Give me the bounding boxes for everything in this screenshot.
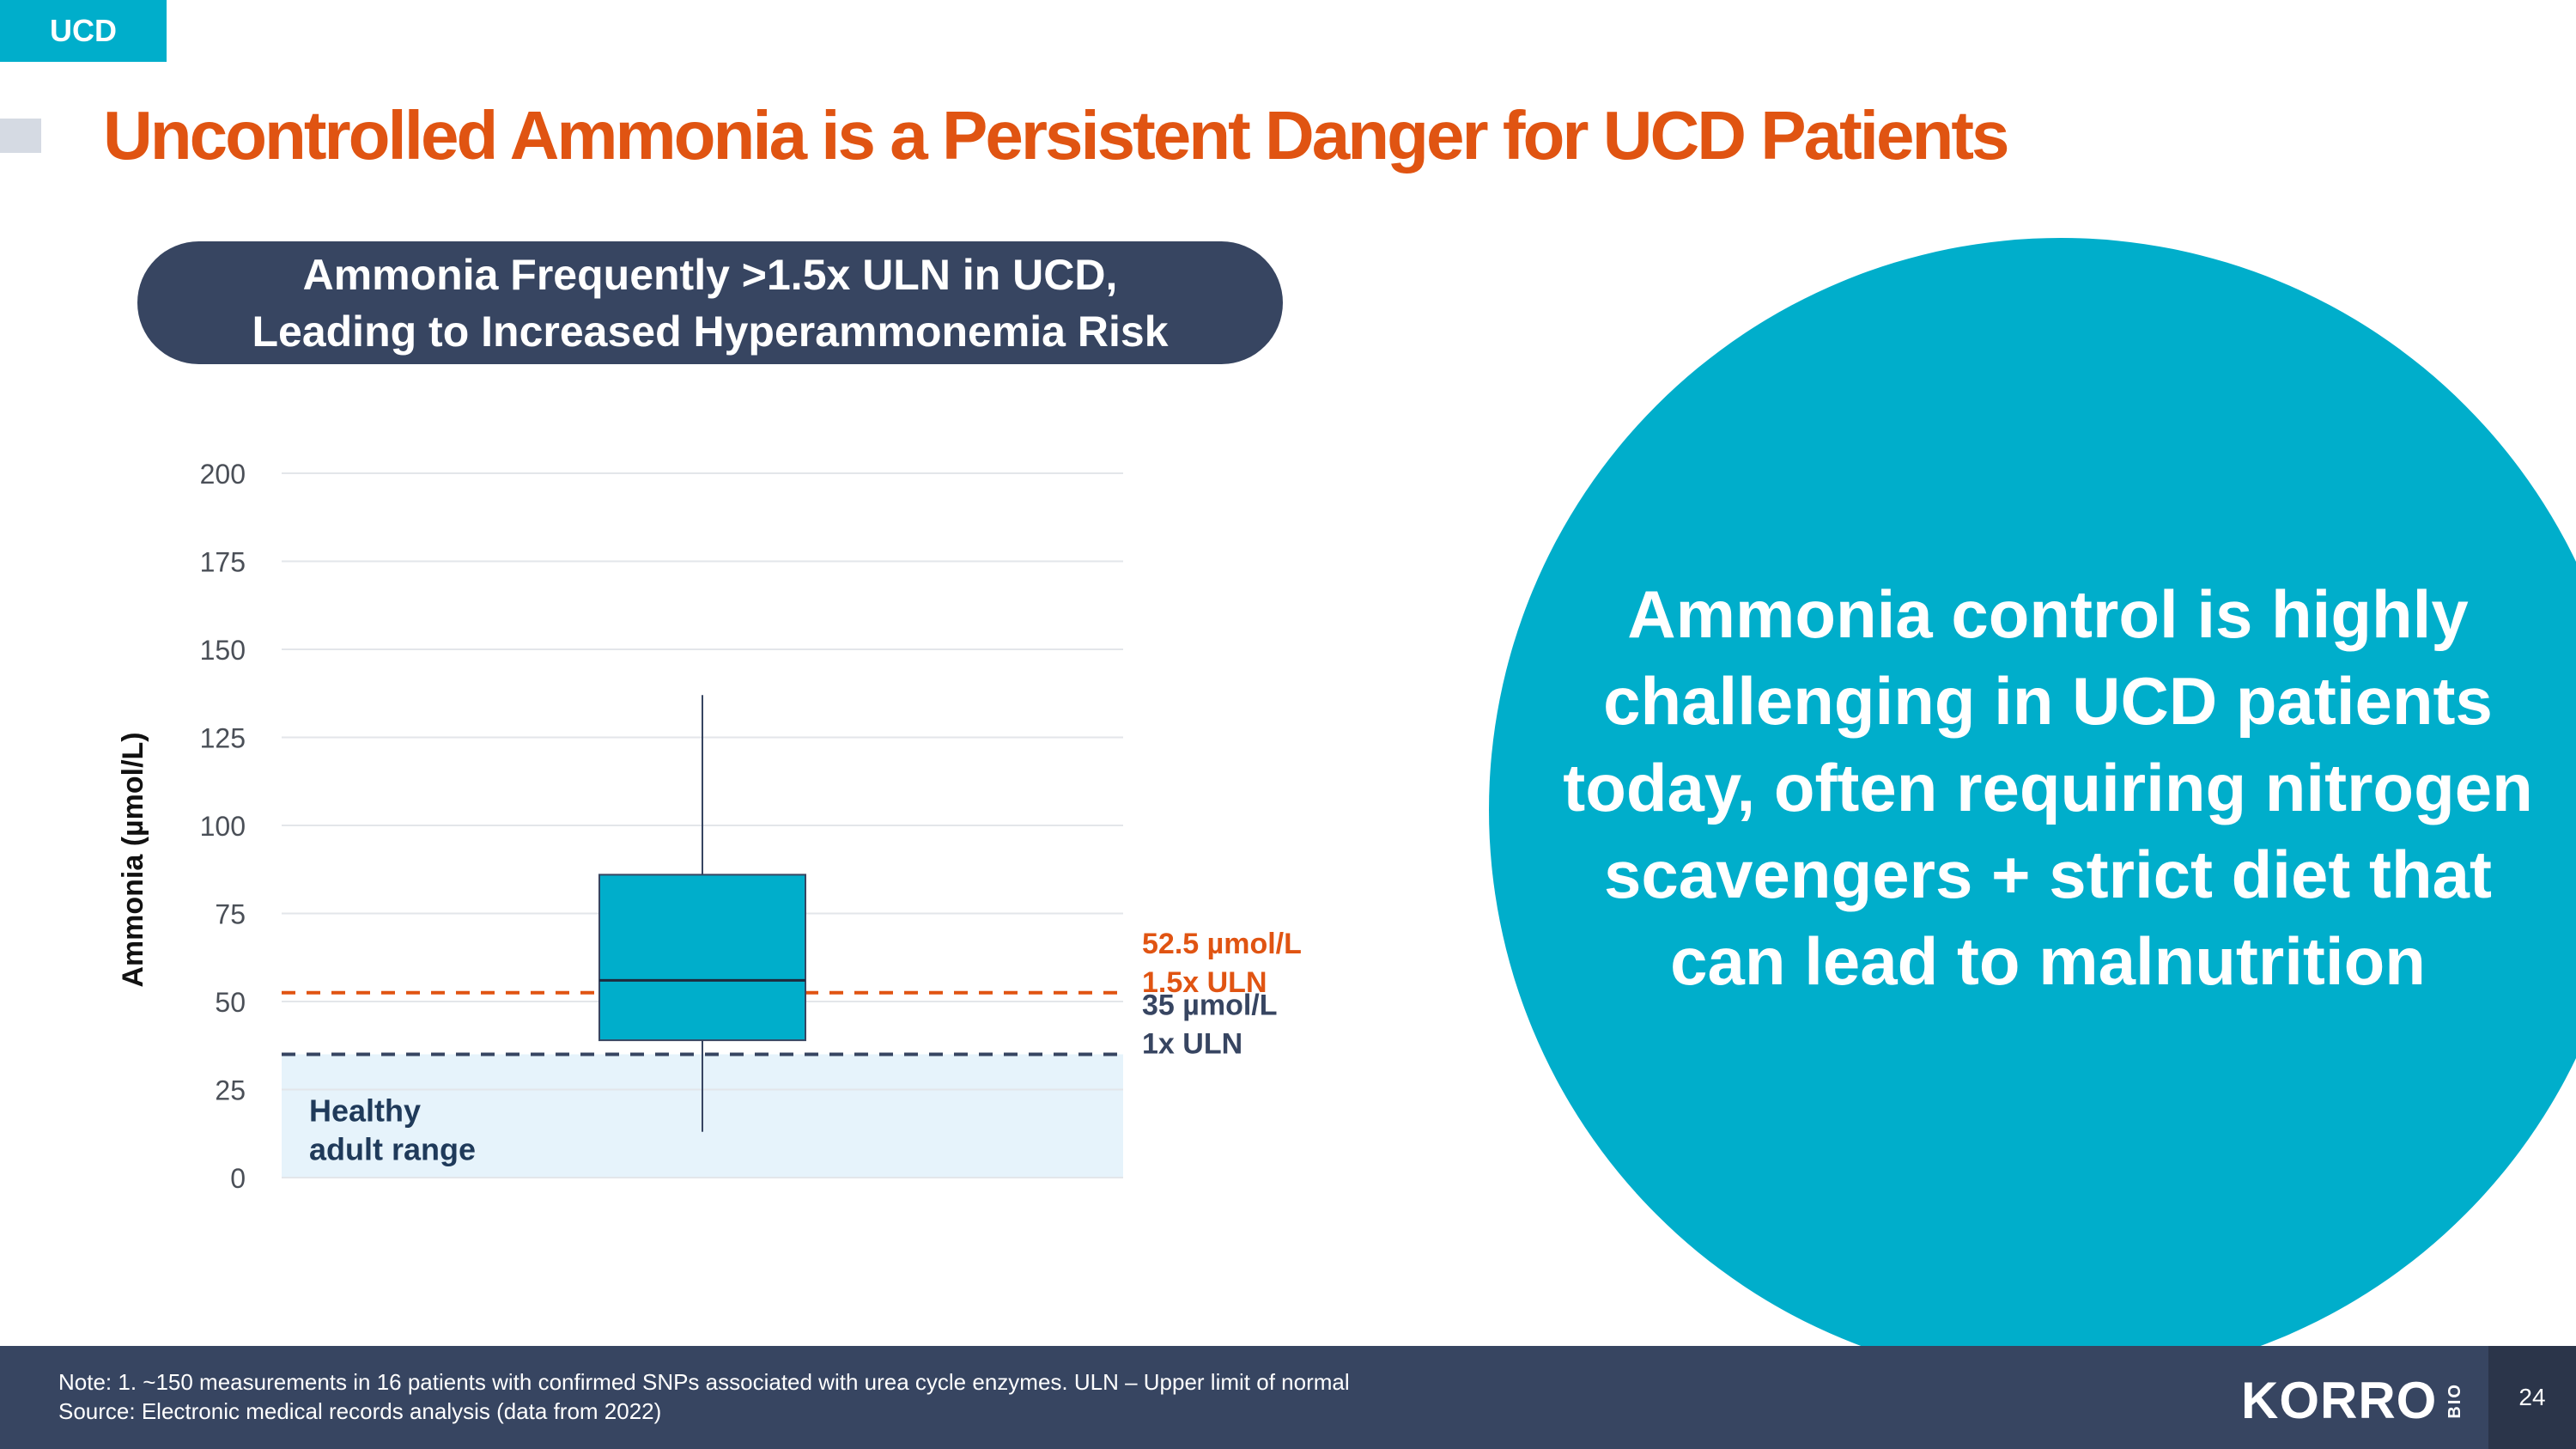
- ammonia-boxplot: 0 25 50 75 100 125 150 175 200 Ammonia (µmol/L) 52…: [117, 459, 1302, 1194]
- reference-label: 35 µmol/L: [1142, 989, 1278, 1022]
- callout-circle: [1489, 238, 2576, 1382]
- y-tick-label: 50: [215, 987, 246, 1018]
- callout-text: Ammonia control is highly challenging in…: [1528, 571, 2567, 1005]
- chart-title-pill: Ammonia Frequently >1.5x ULN in UCD, Lea…: [137, 241, 1283, 364]
- page-number: 24: [2488, 1346, 2576, 1449]
- callout-line: today, often requiring nitrogen: [1563, 750, 2533, 825]
- footnote: Note: 1. ~150 measurements in 16 patient…: [58, 1369, 1350, 1395]
- reference-label: 1.5x ULN: [1142, 966, 1267, 999]
- y-tick-label: 0: [230, 1163, 246, 1194]
- logo-sub: BIO: [2445, 1383, 2465, 1419]
- title-marker: [0, 119, 41, 153]
- footer-notes: Note: 1. ~150 measurements in 16 patient…: [58, 1367, 1350, 1426]
- box-iqr: [598, 874, 806, 1042]
- y-tick-label: 75: [215, 899, 246, 930]
- korro-logo: KORRO BIO: [2241, 1371, 2464, 1431]
- y-tick-label: 175: [200, 547, 246, 578]
- callout-line: Ammonia control is highly: [1627, 576, 2469, 652]
- y-tick-label: 100: [200, 811, 246, 842]
- healthy-range-label: adult range: [309, 1132, 476, 1167]
- y-axis-label: Ammonia (µmol/L): [117, 732, 149, 987]
- callout-line: can lead to malnutrition: [1670, 923, 2426, 999]
- reference-label: 52.5 µmol/L: [1142, 928, 1302, 960]
- page-title: Uncontrolled Ammonia is a Persistent Dan…: [103, 97, 2009, 174]
- section-tag: UCD: [0, 0, 167, 62]
- source-note: Source: Electronic medical records analy…: [58, 1398, 662, 1424]
- y-tick-label: 25: [215, 1075, 246, 1106]
- callout-line: scavengers + strict diet that: [1604, 837, 2492, 912]
- reference-label: 1x ULN: [1142, 1028, 1242, 1061]
- callout-line: challenging in UCD patients: [1603, 663, 2493, 739]
- y-tick-label: 125: [200, 723, 246, 754]
- chart-title-line-2: Leading to Increased Hyperammonemia Risk: [252, 307, 1169, 356]
- y-tick-label: 150: [200, 635, 246, 666]
- logo-wordmark: KORRO: [2241, 1372, 2438, 1429]
- footer-bar: [0, 1346, 2488, 1449]
- chart-title-line-1: Ammonia Frequently >1.5x ULN in UCD,: [302, 250, 1118, 299]
- y-tick-label: 200: [200, 459, 246, 490]
- healthy-range-label: Healthy: [309, 1093, 421, 1128]
